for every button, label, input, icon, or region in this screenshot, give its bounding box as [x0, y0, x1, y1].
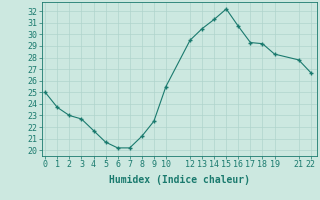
X-axis label: Humidex (Indice chaleur): Humidex (Indice chaleur)	[109, 175, 250, 185]
